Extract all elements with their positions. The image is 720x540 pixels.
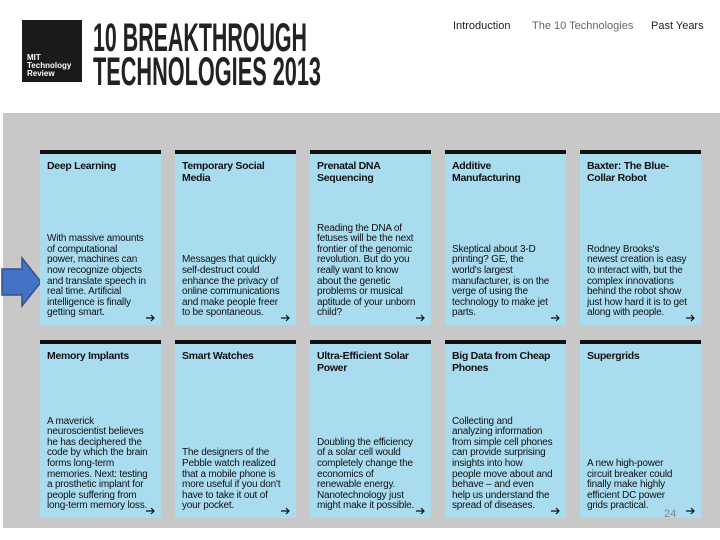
card-text: Messages that quickly self-destruct coul… — [182, 254, 280, 319]
logo-line: Review — [27, 69, 55, 78]
card[interactable]: Additive Manufacturing Skeptical about 3-… — [445, 150, 566, 325]
card-text: The designers of the Pebble watch realiz… — [182, 447, 281, 512]
card-text: Rodney Brooks's newest creation is easy … — [587, 243, 687, 319]
card[interactable]: Supergrids A new high-power circuit break… — [580, 340, 701, 518]
card[interactable]: Memory Implants A maverick neuroscientist… — [40, 340, 161, 518]
nav-link[interactable]: The 10 Technologies — [532, 20, 634, 32]
card[interactable]: Temporary Social Media Messages that quic… — [175, 150, 296, 325]
title-line: 10 BREAKTHROUGH — [93, 16, 307, 60]
card-title: Smart Watches — [182, 350, 254, 362]
card[interactable]: Baxter: The Blue-Collar Robot Rodney Broo… — [580, 150, 701, 325]
card[interactable]: Big Data from Cheap Phones Collecting and… — [445, 340, 566, 518]
logo-line: Technology — [27, 61, 72, 70]
card-arrow — [686, 507, 695, 515]
card-title: Memory Implants — [47, 350, 129, 362]
card-text: Reading the DNA of fetuses will be the n… — [317, 222, 416, 319]
card-arrow — [686, 314, 695, 322]
page-number: 24 — [664, 508, 677, 520]
card[interactable]: Ultra-Efficient Solar Power Doubling the … — [310, 340, 431, 518]
card-arrow — [416, 314, 425, 322]
card-text: Doubling the efficiency of a solar cell … — [317, 436, 415, 512]
card-title: Ultra-Efficient Solar Power — [317, 350, 409, 374]
card-title: Deep Learning — [47, 160, 117, 172]
nav-link[interactable]: Introduction — [453, 20, 511, 32]
card-arrow — [416, 507, 425, 515]
card-arrow — [146, 507, 155, 515]
card-title: Prenatal DNA Sequencing — [317, 160, 381, 184]
card-text: A new high-power circuit breaker could f… — [587, 458, 673, 512]
card-arrow — [551, 507, 560, 515]
card-arrow — [146, 314, 155, 322]
card-text: Skeptical about 3-D printing? GE, the wo… — [452, 243, 550, 319]
card[interactable]: Smart Watches The designers of the Pebble… — [175, 340, 296, 518]
card-title: Temporary Social Media — [182, 160, 265, 184]
card-arrow — [281, 507, 290, 515]
card[interactable]: Prenatal DNA Sequencing Reading the DNA o… — [310, 150, 431, 325]
title: 10 BREAKTHROUGH TECHNOLOGIES 2013 — [93, 16, 321, 90]
title-line: TECHNOLOGIES 2013 — [93, 50, 321, 90]
card-title: Supergrids — [587, 350, 640, 362]
nav-link[interactable]: Past Years — [651, 20, 704, 32]
card[interactable]: Deep Learning With massive amounts of com… — [40, 150, 161, 325]
card-title: Big Data from Cheap Phones — [452, 350, 551, 374]
pointer-arrow — [1, 255, 42, 309]
card-text: A maverick neuroscientist believes he ha… — [47, 415, 148, 512]
card-title: Additive Manufacturing — [452, 160, 521, 184]
card-text: Collecting and analyzing information fro… — [452, 415, 553, 512]
card-arrow — [551, 314, 560, 322]
card-text: With massive amounts of computational po… — [47, 233, 146, 319]
logo: MIT Technology Review — [22, 20, 82, 82]
logo-line: MIT — [27, 53, 41, 62]
card-title: Baxter: The Blue-Collar Robot — [587, 160, 669, 184]
card-arrow — [281, 314, 290, 322]
